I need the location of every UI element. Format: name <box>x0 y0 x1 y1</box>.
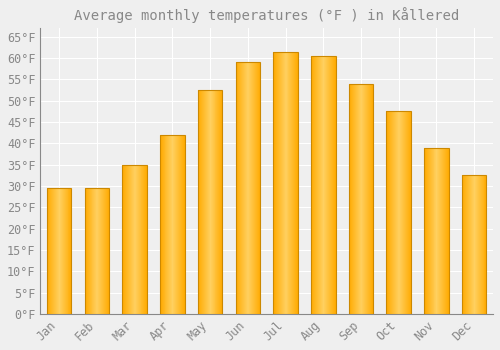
Bar <box>348 84 374 314</box>
Bar <box>236 62 260 314</box>
Bar <box>122 164 147 314</box>
Bar <box>386 111 411 314</box>
Title: Average monthly temperatures (°F ) in Kållered: Average monthly temperatures (°F ) in Kå… <box>74 7 460 23</box>
Bar <box>160 135 184 314</box>
Bar <box>424 148 448 314</box>
Bar <box>274 52 298 314</box>
Bar <box>198 90 222 314</box>
Bar <box>84 188 109 314</box>
Bar <box>47 188 72 314</box>
Bar <box>462 175 486 314</box>
Bar <box>311 56 336 314</box>
